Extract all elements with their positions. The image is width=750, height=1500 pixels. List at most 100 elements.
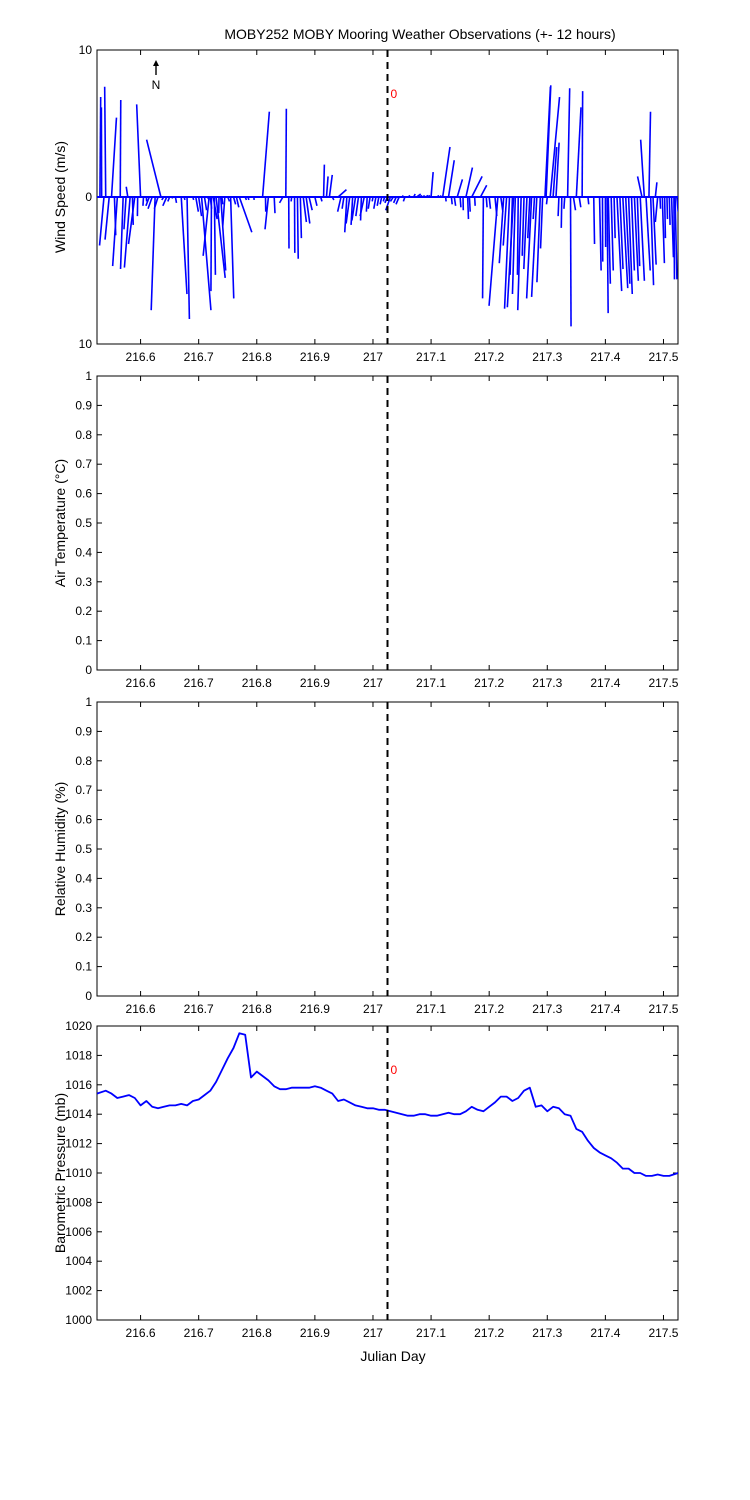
wind-vector	[649, 196, 655, 286]
wind-vector	[367, 196, 371, 209]
x-tick-label-pressure: 217.5	[648, 1326, 678, 1340]
wind-vector	[213, 196, 217, 275]
x-tick-label-pressure: 217.3	[532, 1326, 562, 1340]
x-tick-label-humidity: 217.5	[648, 1002, 678, 1016]
wind-vector	[162, 196, 168, 207]
wind-vector	[328, 174, 334, 198]
wind-vector	[322, 164, 326, 198]
wind-vector	[506, 196, 515, 308]
y-tick-label-humidity: 0.4	[75, 871, 92, 885]
wind-vector	[613, 196, 616, 239]
wind-vector	[123, 196, 131, 268]
wind-vector	[630, 196, 636, 271]
x-tick-label-wind: 217.5	[648, 350, 678, 364]
y-tick-label-pressure: 1000	[65, 1313, 92, 1327]
x-tick-label-airtemp: 216.7	[184, 676, 214, 690]
wind-vector	[210, 196, 213, 292]
wind-vector	[365, 196, 368, 212]
wind-vector	[666, 196, 669, 220]
y-tick-label-pressure: 1014	[65, 1107, 92, 1121]
wind-vector	[502, 196, 508, 246]
y-tick-label-humidity: 0.8	[75, 754, 92, 768]
wind-vector	[488, 196, 492, 209]
wind-vector	[598, 196, 602, 271]
wind-vector	[636, 196, 641, 267]
wind-vector	[633, 196, 640, 281]
wind-vector	[661, 196, 666, 264]
wind-vector	[219, 196, 227, 271]
x-tick-label-humidity: 216.9	[300, 1002, 330, 1016]
wind-vector	[536, 196, 542, 283]
y-tick-label-pressure: 1004	[65, 1254, 92, 1268]
wind-vector	[430, 171, 434, 198]
wind-vector	[355, 196, 360, 217]
x-tick-label-pressure: 216.9	[300, 1326, 330, 1340]
x-tick-label-pressure: 216.6	[126, 1326, 156, 1340]
wind-vector	[663, 196, 667, 239]
y-tick-label-pressure: 1016	[65, 1078, 92, 1092]
wind-vector	[200, 196, 212, 311]
wind-vector	[261, 111, 271, 198]
x-tick-label-wind: 216.9	[300, 350, 330, 364]
wind-vector	[373, 196, 377, 209]
wind-vector	[123, 196, 127, 230]
wind-vector	[622, 196, 629, 289]
wind-vector	[319, 196, 323, 202]
wind-vector	[439, 194, 442, 198]
y-tick-label-humidity: 0.7	[75, 783, 92, 797]
wind-vector	[180, 196, 188, 295]
y-tick-label-airtemp: 0.2	[75, 604, 92, 618]
y-tick-label-pressure: 1006	[65, 1225, 92, 1239]
y-tick-label-airtemp: 1	[85, 369, 92, 383]
wind-vector	[247, 196, 250, 201]
wind-vector	[659, 196, 662, 209]
wind-vector	[670, 196, 675, 258]
wind-vector	[376, 196, 380, 206]
wind-vector	[668, 196, 671, 225]
wind-vector	[560, 196, 563, 228]
wind-vector	[473, 196, 476, 206]
x-tick-label-wind: 217.4	[590, 350, 620, 364]
x-tick-label-airtemp: 217.4	[590, 676, 620, 690]
y-tick-label-humidity: 0.6	[75, 813, 92, 827]
x-tick-label-airtemp: 217.3	[532, 676, 562, 690]
wind-vector	[308, 196, 313, 211]
wind-vector	[532, 196, 536, 220]
y-tick-label-airtemp: 0.8	[75, 428, 92, 442]
wind-vector	[516, 196, 520, 275]
wind-vector	[592, 196, 596, 245]
wind-vector	[111, 196, 119, 267]
wind-vector	[345, 196, 351, 224]
wind-vector	[359, 196, 366, 217]
wind-vector	[145, 196, 151, 207]
wind-vector	[197, 196, 203, 217]
wind-vector	[619, 196, 624, 270]
x-axis-label: Julian Day	[360, 1348, 425, 1364]
wind-vector	[606, 196, 609, 314]
y-tick-label-wind: 0	[85, 190, 92, 204]
wind-vector	[104, 196, 110, 240]
wind-vector	[125, 186, 129, 198]
y-tick-label-humidity: 0.2	[75, 930, 92, 944]
x-tick-label-wind: 217.2	[474, 350, 504, 364]
wind-vector	[302, 196, 308, 223]
wind-vector	[296, 196, 300, 259]
x-tick-label-humidity: 216.8	[242, 1002, 272, 1016]
wind-vector	[572, 196, 577, 211]
wind-vector	[194, 196, 200, 212]
wind-vector	[523, 196, 528, 270]
wind-vector	[273, 196, 276, 214]
wind-vector	[285, 108, 288, 198]
wind-vector	[314, 196, 318, 207]
wind-vector	[202, 196, 210, 256]
wind-vector	[654, 182, 658, 198]
wind-vector	[624, 196, 631, 284]
wind-vector	[639, 139, 646, 198]
wind-vector	[471, 176, 483, 198]
x-tick-label-humidity: 216.7	[184, 1002, 214, 1016]
wind-vector	[119, 99, 122, 198]
wind-vector	[153, 196, 159, 209]
wind-vector	[639, 196, 646, 281]
wind-vector	[530, 196, 538, 298]
